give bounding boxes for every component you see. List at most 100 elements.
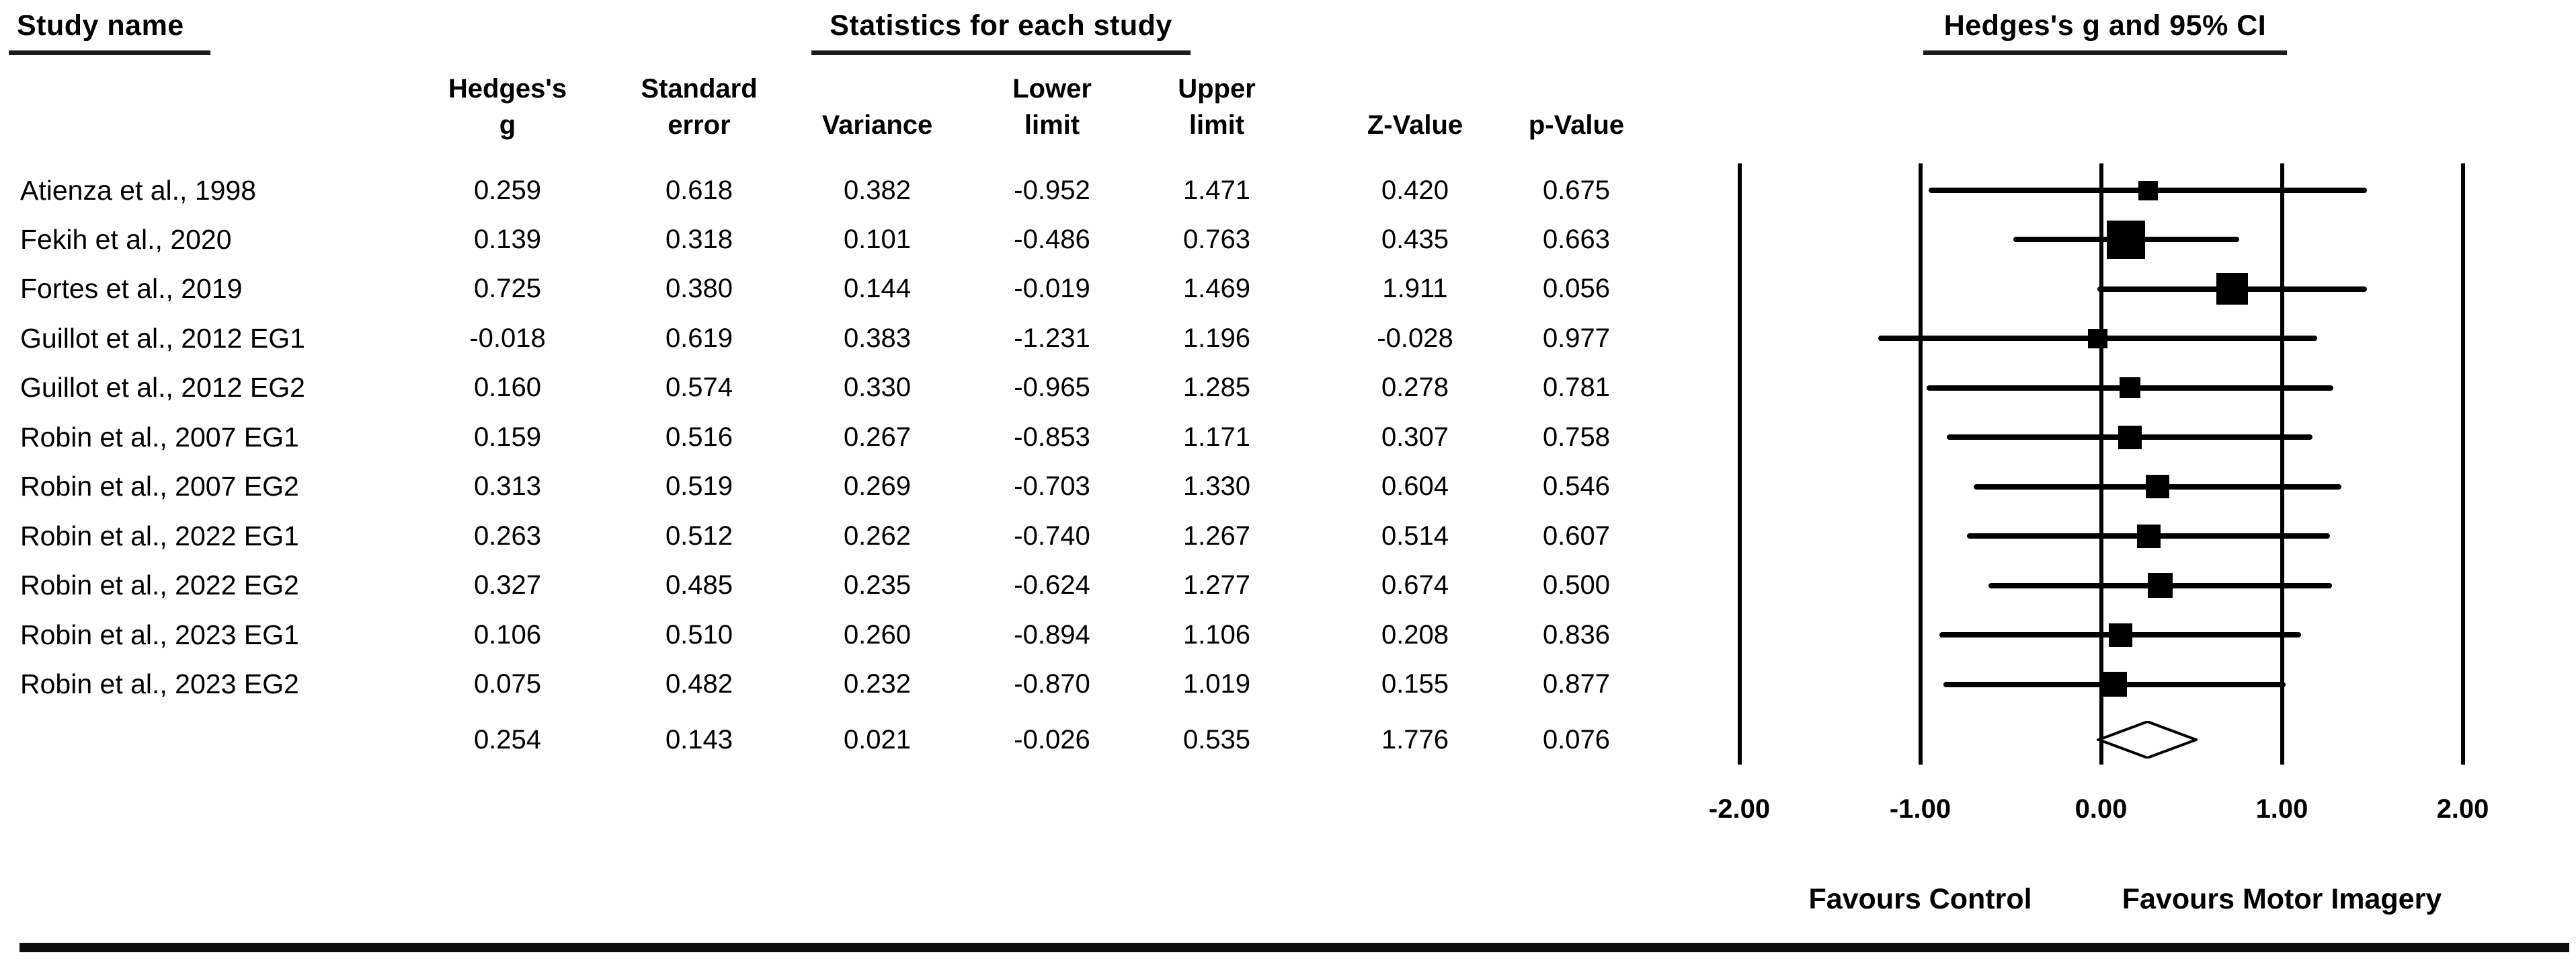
effect-marker <box>2147 573 2173 599</box>
stat-value-hedges_g: 0.160 <box>473 373 542 403</box>
effect-marker <box>2146 475 2170 499</box>
stat-value-lower_limit: -0.870 <box>1014 669 1090 699</box>
effect-marker <box>2108 623 2132 647</box>
study-row-name: Guillot et al., 2012 EG1 <box>20 322 305 354</box>
study-row-name: Fekih et al., 2020 <box>20 223 232 255</box>
stat-value-p_value: 0.500 <box>1542 570 1611 601</box>
study-row-name: Robin et al., 2007 EG2 <box>20 471 299 502</box>
plot-section-title: Hedges's g and 95% CI <box>1923 9 2287 55</box>
study-row-name: Atienza et al., 1998 <box>20 174 257 206</box>
stat-value-z_value: 0.604 <box>1381 471 1449 502</box>
stat-value-lower_limit: -0.019 <box>1014 274 1090 304</box>
column-header-error: Standard error <box>641 74 758 140</box>
study-row-name: Guillot et al., 2012 EG2 <box>20 372 305 403</box>
study-name-column-title: Study name <box>9 9 210 55</box>
bottom-rule <box>19 943 2569 952</box>
stat-value-p_value: 0.877 <box>1542 669 1611 699</box>
stat-value-standard_error: 0.618 <box>665 175 733 205</box>
stat-value-z_value: 1.911 <box>1382 274 1448 304</box>
study-row-name: Robin et al., 2007 EG1 <box>20 421 299 453</box>
stat-value-hedges_g: 0.263 <box>473 520 542 551</box>
stat-value-p_value: 0.675 <box>1542 175 1611 205</box>
axis-tick-label: 2.00 <box>2436 794 2489 824</box>
axis-tick-label: 0.00 <box>2075 794 2128 824</box>
stat-value-variance: 0.330 <box>843 373 912 403</box>
stat-value-upper_limit: 1.469 <box>1182 274 1251 304</box>
stat-value-z_value: 0.208 <box>1381 619 1449 650</box>
statistics-section-title: Statistics for each study <box>811 9 1191 55</box>
stat-value-upper_limit: 1.471 <box>1182 175 1251 205</box>
favours-control-label: Favours Control <box>1808 883 2032 915</box>
stat-value-upper_limit: 1.277 <box>1182 570 1251 601</box>
stat-value-lower_limit: -1.231 <box>1014 323 1090 353</box>
stat-value-variance: 0.267 <box>843 422 912 452</box>
stat-value-hedges_g: -0.018 <box>469 323 546 353</box>
stat-value-z_value: 0.155 <box>1381 669 1449 699</box>
plot-gridline--1.00 <box>1918 163 1923 765</box>
stat-value-variance: 0.260 <box>843 619 912 650</box>
stat-value-hedges_g: 0.259 <box>473 175 542 205</box>
stat-value-upper_limit: 1.267 <box>1182 520 1251 551</box>
stat-value-z_value: 0.514 <box>1381 520 1449 551</box>
plot-gridline--2.00 <box>1737 163 1742 765</box>
stat-value-z_value: 0.435 <box>1381 224 1449 254</box>
plot-gridline-0.00 <box>2099 163 2103 765</box>
column-header-limit: Lower limit <box>1012 74 1092 140</box>
stat-value-lower_limit: -0.894 <box>1014 619 1090 650</box>
stat-value-standard_error: 0.510 <box>665 619 733 650</box>
stat-value-standard_error: 0.380 <box>665 274 733 304</box>
stat-value-p_value: 0.546 <box>1542 471 1611 502</box>
axis-tick-label: 1.00 <box>2255 794 2308 824</box>
stat-value-upper_limit: 1.171 <box>1182 422 1251 452</box>
stat-value-upper_limit: 0.763 <box>1182 224 1251 254</box>
study-row-name: Robin et al., 2022 EG1 <box>20 520 299 551</box>
stat-value-z_value: -0.028 <box>1377 323 1453 353</box>
stat-value-z_value: 0.278 <box>1381 373 1449 403</box>
effect-marker <box>2118 425 2142 449</box>
stat-value-standard_error: 0.519 <box>665 471 733 502</box>
study-row-name: Robin et al., 2023 EG1 <box>20 619 299 650</box>
stat-value-hedges_g: 0.139 <box>473 224 542 254</box>
stat-value-p_value: 0.977 <box>1542 323 1611 353</box>
column-header-pvalue: p-Value <box>1528 110 1625 140</box>
forest-plot-area: -2.00 -1.00 0.00 1.00 2.00 Favours Control Fav… <box>1649 0 2553 965</box>
column-header-g: Hedges's g <box>448 74 567 140</box>
stat-value-variance: 0.269 <box>843 471 912 502</box>
stat-value-upper_limit: 1.285 <box>1182 373 1251 403</box>
stat-value-variance: 0.262 <box>843 520 912 551</box>
stat-value-hedges_g: 0.075 <box>473 669 542 699</box>
plot-gridline-2.00 <box>2460 163 2465 765</box>
stat-value-standard_error: 0.482 <box>665 669 733 699</box>
stat-value-p_value: 0.663 <box>1542 224 1611 254</box>
stat-value-upper_limit: 1.106 <box>1182 619 1251 650</box>
stat-value-lower_limit: -0.703 <box>1014 471 1090 502</box>
stat-value-variance: 0.235 <box>843 570 912 601</box>
favours-motor-imagery-label: Favours Motor Imagery <box>2122 883 2442 915</box>
stat-value-z_value: 0.307 <box>1381 422 1449 452</box>
column-header-limit: Upper limit <box>1178 74 1256 140</box>
stat-value-upper_limit: 0.535 <box>1182 724 1251 755</box>
stat-value-hedges_g: 0.313 <box>473 471 542 502</box>
stat-value-upper_limit: 1.196 <box>1182 323 1251 353</box>
study-row-name: Robin et al., 2023 EG2 <box>20 668 299 699</box>
axis-tick-label: -1.00 <box>1889 794 1951 824</box>
stat-value-lower_limit: -0.965 <box>1014 373 1090 403</box>
summary-diamond <box>2097 721 2198 759</box>
stat-value-hedges_g: 0.327 <box>473 570 542 601</box>
column-header-zvalue: Z-Value <box>1367 110 1463 140</box>
stat-value-variance: 0.383 <box>843 323 912 353</box>
stat-value-standard_error: 0.512 <box>665 520 733 551</box>
stat-value-variance: 0.144 <box>843 274 912 304</box>
stat-value-lower_limit: -0.952 <box>1014 175 1090 205</box>
stat-value-lower_limit: -0.026 <box>1014 724 1090 755</box>
stat-value-standard_error: 0.619 <box>665 323 733 353</box>
effect-marker <box>2107 220 2146 259</box>
stat-value-variance: 0.232 <box>843 669 912 699</box>
stat-value-z_value: 0.420 <box>1381 175 1449 205</box>
stat-value-p_value: 0.056 <box>1542 274 1611 304</box>
effect-marker <box>2138 180 2158 200</box>
stat-value-hedges_g: 0.254 <box>473 724 542 755</box>
stat-value-variance: 0.021 <box>843 724 912 755</box>
study-row-name: Fortes et al., 2019 <box>20 273 243 305</box>
